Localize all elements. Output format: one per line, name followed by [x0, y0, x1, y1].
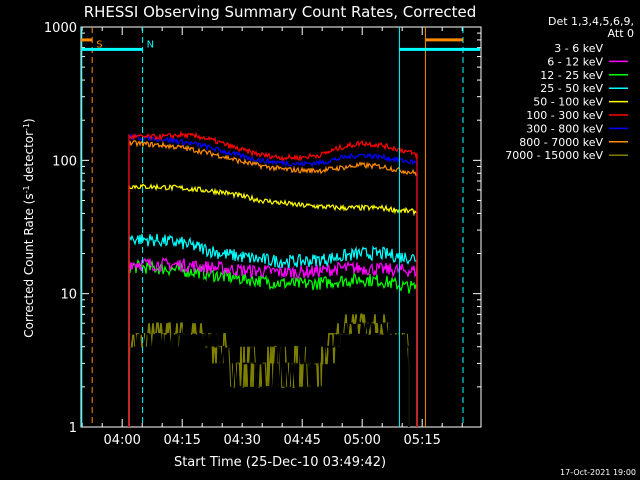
marker-label: N — [147, 40, 154, 51]
series-line — [128, 182, 418, 427]
legend-label: 50 - 100 keV — [533, 96, 603, 109]
legend-label: 12 - 25 keV — [540, 69, 603, 82]
chart-title: RHESSI Observing Summary Count Rates, Co… — [84, 3, 477, 21]
x-tick-label: 05:15 — [403, 433, 440, 448]
legend-label: 3 - 6 keV — [554, 42, 603, 55]
series-line — [128, 257, 418, 427]
series-line — [128, 314, 410, 427]
y-axis-label: Corrected Count Rate (s-1 detector-1) — [22, 118, 37, 337]
y-tick-label: 100 — [52, 154, 77, 169]
x-tick-label: 04:30 — [223, 433, 260, 448]
legend-label: 300 - 800 keV — [526, 122, 603, 135]
x-tick-label: 04:00 — [103, 433, 140, 448]
axis-ticks: 1 10 100 1000 04:00 04:15 04:30 04:45 05:00 05:15 — [44, 21, 481, 448]
x-tick-label: 04:45 — [283, 433, 320, 448]
legend-label: 25 - 50 keV — [540, 82, 603, 95]
legend-header-line1: Det 1,3,4,5,6,9, — [548, 15, 634, 28]
x-tick-label: 05:00 — [343, 433, 380, 448]
marker-label: S — [96, 40, 102, 51]
legend-label: 100 - 300 keV — [526, 109, 603, 122]
plot-frame — [80, 26, 482, 428]
x-tick-label: 04:15 — [163, 433, 200, 448]
series-group — [128, 130, 418, 427]
series-line — [128, 140, 418, 427]
y-tick-label: 10 — [60, 288, 77, 303]
plot-axes — [80, 26, 482, 428]
series-line — [128, 130, 418, 427]
y-tick-label: 1 — [69, 421, 77, 436]
series-line — [128, 133, 418, 427]
legend-label: 800 - 7000 keV — [519, 136, 603, 149]
legend-label: 6 - 12 keV — [547, 55, 603, 68]
series-line — [128, 259, 418, 427]
y-tick-label: 1000 — [44, 21, 77, 36]
x-axis-label: Start Time (25-Dec-10 03:49:42) — [174, 455, 386, 470]
legend-header-line2: Att 0 — [608, 27, 634, 40]
legend-label: 7000 - 15000 keV — [505, 149, 603, 162]
footer-date: 17-Oct-2021 19:00 — [560, 468, 636, 477]
series-line — [128, 233, 418, 427]
